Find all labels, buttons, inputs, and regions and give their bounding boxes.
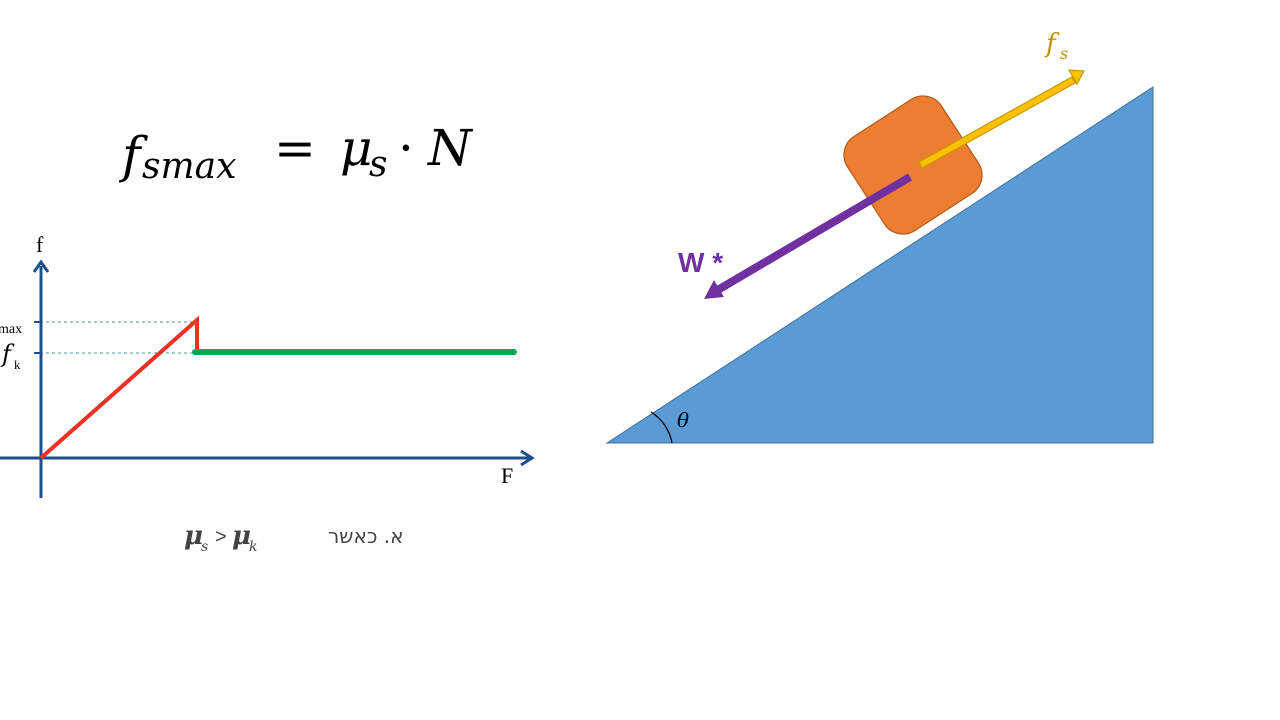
weight-component-label: W *: [678, 247, 723, 278]
graph-caption: μ s > μ k א. כאשר: [184, 521, 404, 555]
x-axis-arrowhead: [520, 449, 535, 467]
weight-arrow-head: [704, 280, 724, 299]
formula-mu: μ: [340, 119, 373, 177]
caption-mu-k: μ: [232, 521, 251, 551]
caption-mu-s: μ: [184, 521, 203, 551]
y-axis-arrowhead: [32, 259, 50, 273]
friction-force-subscript: s: [1060, 44, 1068, 63]
formula-N: N: [427, 119, 474, 177]
caption-mu-s-subscript: s: [201, 539, 208, 555]
ramp-triangle: [605, 86, 1154, 444]
fk-tick-subscript: k: [14, 357, 21, 372]
fk-tick-label: f: [0, 340, 15, 368]
friction-force-label: f: [1044, 29, 1060, 59]
formula-dot: ·: [398, 119, 414, 177]
caption-hebrew-text: א. כאשר: [328, 524, 404, 548]
inclined-plane-diagram: θ f s W *: [605, 29, 1154, 444]
caption-greater-than: >: [215, 526, 227, 548]
fsmax-tick-label: max: [0, 322, 22, 337]
weight-component-arrow: [704, 173, 913, 299]
formula-f-subscript: smax: [142, 146, 236, 187]
weight-arrow-shaft: [713, 173, 913, 295]
angle-arc: [650, 411, 673, 444]
formula-mu-subscript: s: [369, 144, 387, 185]
x-axis-label: F: [501, 463, 513, 488]
static-friction-line: [39, 315, 199, 460]
caption-mu-k-subscript: k: [249, 539, 257, 555]
y-axis-label: f: [36, 232, 44, 257]
max-static-friction-formula: f smax = μ s · N: [118, 119, 474, 187]
angle-theta-label: θ: [677, 408, 689, 432]
formula-equals: =: [274, 119, 316, 177]
friction-force-graph: f F max f k μ s > μ k א. כאשר: [0, 232, 535, 555]
friction-force-arrow: [918, 69, 1085, 169]
